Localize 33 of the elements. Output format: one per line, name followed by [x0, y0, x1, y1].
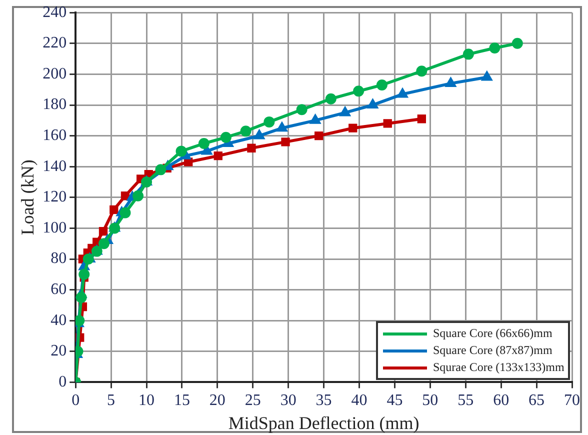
x-tick-label: 10 — [138, 392, 155, 410]
y-tick-label: 60 — [50, 281, 67, 298]
x-tick-label: 60 — [493, 392, 510, 410]
y-axis-title: Load (kN) — [18, 160, 38, 236]
x-tick-label: 0 — [72, 392, 80, 410]
x-tick-label: 70 — [564, 392, 580, 410]
y-tick-label: 80 — [50, 250, 67, 268]
y-tick-label: 40 — [50, 312, 67, 329]
x-tick-label: 5 — [107, 392, 116, 410]
y-tick-label: 240 — [42, 4, 67, 21]
x-tick-label: 55 — [458, 392, 474, 410]
y-tick-label: 20 — [50, 342, 67, 360]
y-tick-label: 140 — [42, 158, 67, 175]
y-tick-label: 0 — [58, 373, 67, 390]
legend-label: Square Core (66x66)mm — [433, 326, 552, 342]
x-tick-label: 65 — [528, 392, 545, 410]
x-tick-label: 45 — [386, 392, 403, 410]
x-tick-label: 40 — [351, 392, 368, 410]
y-tick-label: 120 — [42, 188, 67, 206]
x-tick-label: 30 — [280, 392, 296, 410]
y-tick-label: 100 — [42, 219, 67, 236]
x-tick-label: 20 — [209, 392, 226, 410]
x-tick-label: 15 — [174, 392, 190, 410]
y-tick-label: 160 — [42, 127, 67, 144]
x-tick-label: 50 — [422, 392, 438, 410]
y-tick-label: 200 — [42, 65, 67, 82]
x-axis-title: MidSpan Deflection (mm) — [228, 412, 420, 433]
y-tick-label: 180 — [42, 96, 67, 114]
x-tick-label: 35 — [316, 392, 332, 410]
x-tick-label: 25 — [244, 392, 261, 410]
legend-label: Squrae Core (133x133)mm — [433, 360, 564, 376]
legend-label: Square Core (87x87)mm — [433, 343, 552, 358]
y-tick-label: 220 — [42, 34, 67, 52]
